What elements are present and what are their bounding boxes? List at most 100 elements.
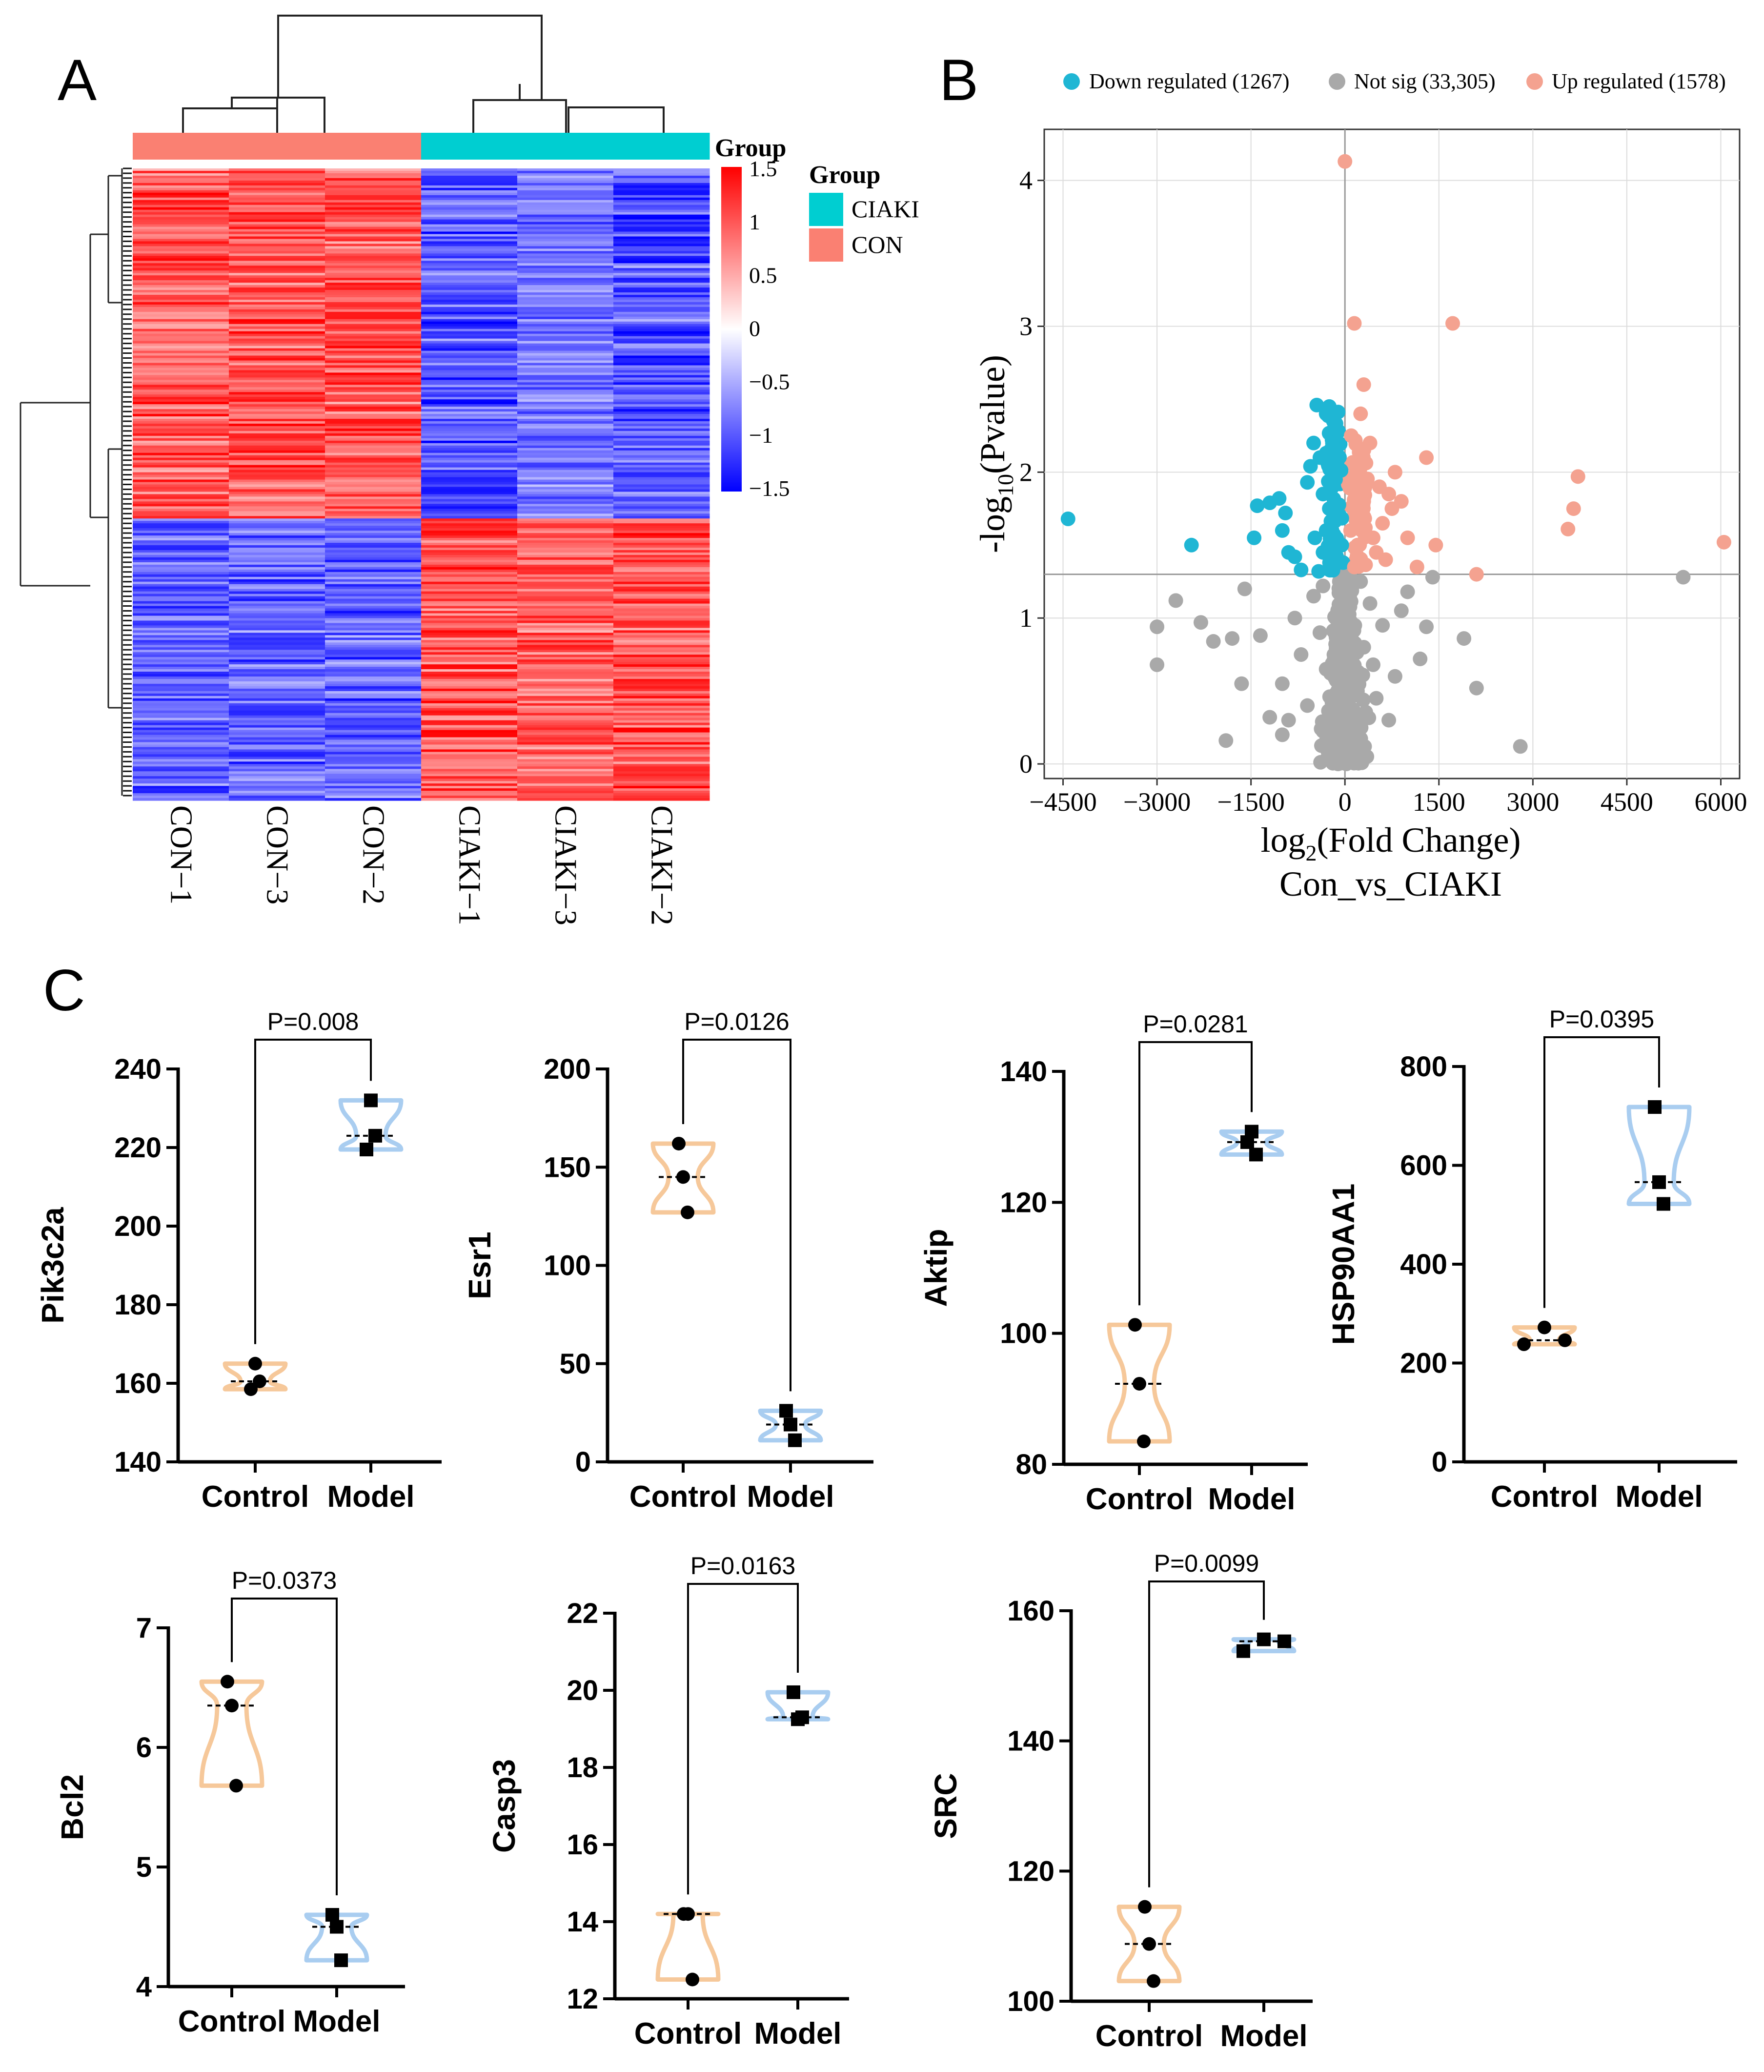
- heatmap-cell: [421, 319, 518, 322]
- heatmap-cell: [229, 407, 325, 410]
- heatmap-cell: [613, 365, 710, 369]
- notsig-point: [1168, 593, 1183, 608]
- heatmap-cell: [229, 642, 325, 645]
- heatmap-cell: [133, 630, 229, 633]
- heatmap-cell: [517, 234, 614, 237]
- heatmap-cell: [517, 776, 614, 779]
- heatmap-cell: [421, 504, 518, 507]
- heatmap-cell: [325, 705, 422, 709]
- heatmap-cell: [613, 328, 710, 332]
- heatmap-cell: [517, 360, 614, 364]
- heatmap-cell: [517, 219, 614, 223]
- heatmap-cell: [613, 168, 710, 171]
- heatmap-cell: [133, 766, 229, 769]
- heatmap-cell: [421, 404, 518, 407]
- x-tick-label: Model: [293, 2005, 380, 2038]
- heatmap-cell: [613, 246, 710, 249]
- heatmap-cell: [517, 443, 614, 446]
- y-tick-label: 14: [567, 1906, 598, 1938]
- heatmap-cell: [517, 569, 614, 573]
- up-point: [1347, 316, 1362, 331]
- y-tick-label: 100: [1007, 1986, 1054, 2017]
- heatmap-cell: [517, 397, 614, 400]
- up-point: [1338, 154, 1353, 169]
- heatmap-cell: [229, 511, 325, 514]
- data-point-control: [229, 1779, 243, 1793]
- heatmap-cell: [421, 564, 518, 568]
- heatmap-cell: [421, 307, 518, 310]
- heatmap-cell: [229, 280, 325, 283]
- heatmap-cell: [613, 540, 710, 543]
- heatmap-cell: [133, 608, 229, 612]
- heatmap-cell: [133, 297, 229, 300]
- heatmap-cell: [229, 465, 325, 468]
- heatmap-cell: [133, 703, 229, 706]
- heatmap-cell: [229, 470, 325, 473]
- heatmap-cell: [133, 664, 229, 667]
- heatmap-cell: [325, 698, 422, 701]
- heatmap-cell: [229, 392, 325, 395]
- heatmap-cell: [613, 477, 710, 480]
- heatmap-cell: [229, 540, 325, 543]
- heatmap-cell: [421, 341, 518, 344]
- heatmap-cell: [325, 591, 422, 595]
- heatmap-cell: [613, 603, 710, 607]
- heatmap-cell: [325, 302, 422, 305]
- heatmap-cell: [325, 596, 422, 599]
- heatmap-cell: [517, 667, 614, 670]
- heatmap-cell: [229, 742, 325, 745]
- heatmap-cell: [133, 263, 229, 266]
- data-point-control: [1133, 1376, 1146, 1391]
- heatmap-cell: [421, 625, 518, 628]
- heatmap-cell: [517, 798, 614, 801]
- heatmap-cell: [133, 226, 229, 230]
- heatmap-cell: [421, 676, 518, 679]
- heatmap-cell: [229, 241, 325, 244]
- heatmap-cell: [421, 426, 518, 429]
- heatmap-cell: [421, 297, 518, 300]
- notsig-point: [1253, 628, 1268, 643]
- heatmap-cell: [421, 311, 518, 315]
- notsig-point: [1513, 739, 1528, 754]
- heatmap-cell: [613, 192, 710, 196]
- volcano-y-tick-label: 4: [1019, 166, 1033, 195]
- heatmap-cell: [613, 683, 710, 687]
- heatmap-cell: [421, 202, 518, 205]
- heatmap-cell: [517, 448, 614, 451]
- heatmap-cell: [229, 244, 325, 246]
- heatmap-cell: [325, 212, 422, 215]
- heatmap-cell: [133, 574, 229, 577]
- data-point-model: [1257, 1632, 1271, 1646]
- heatmap-cell: [229, 637, 325, 640]
- heatmap-cell: [133, 333, 229, 337]
- heatmap-cell: [421, 360, 518, 364]
- heatmap-cell: [421, 316, 518, 320]
- heatmap-cell: [229, 727, 325, 731]
- heatmap-cell: [133, 248, 229, 251]
- up-point: [1566, 501, 1581, 516]
- row-dendrogram: [20, 168, 123, 796]
- heatmap-cell: [517, 791, 614, 794]
- heatmap-cell: [517, 722, 614, 726]
- heatmap-cell: [421, 672, 518, 675]
- heatmap-cell: [229, 435, 325, 439]
- heatmap-cell: [613, 187, 710, 191]
- heatmap-cell: [517, 363, 614, 366]
- heatmap-cell: [325, 222, 422, 225]
- heatmap-cell: [229, 348, 325, 351]
- heatmap-cell: [421, 496, 518, 499]
- notsig-point: [1381, 713, 1397, 728]
- up-point: [1343, 523, 1358, 538]
- heatmap-cell: [229, 474, 325, 478]
- heatmap-cell: [613, 175, 710, 179]
- heatmap-cell: [421, 613, 518, 616]
- heatmap-cell: [325, 382, 422, 385]
- heatmap-cell: [229, 479, 325, 483]
- down-point: [1250, 498, 1265, 513]
- heatmap-cell: [517, 516, 614, 519]
- heatmap-cell: [325, 377, 422, 380]
- heatmap-cell: [229, 333, 325, 337]
- heatmap-cell: [325, 779, 422, 781]
